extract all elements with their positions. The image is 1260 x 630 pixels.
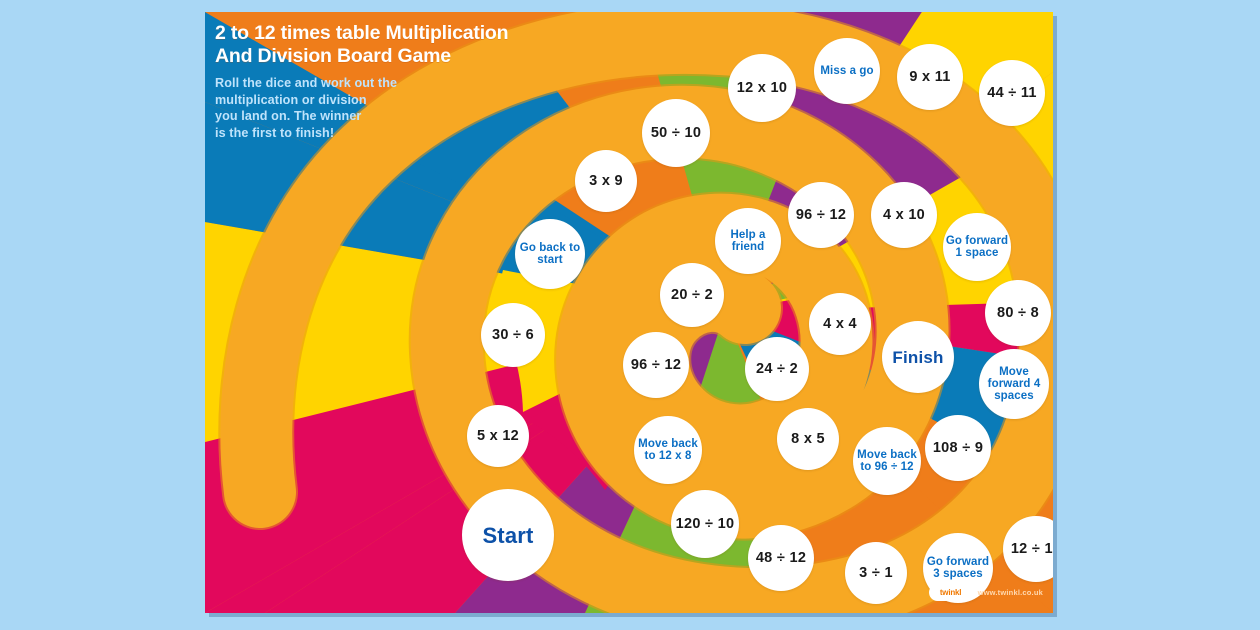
board-space-label: 80 ÷ 8 (996, 304, 1039, 321)
board-space-label: 50 ÷ 10 (650, 124, 702, 141)
board-space-label: 3 ÷ 1 (859, 564, 893, 581)
board-space-label: 9 x 11 (909, 68, 951, 85)
board-space-label: Go forward 1 space (945, 234, 1009, 259)
board-space-label: Go forward 3 spaces (926, 555, 990, 580)
board-space-s01[interactable]: 5 x 12 (467, 405, 529, 467)
board-space-label: Go back to start (519, 241, 581, 266)
board-space-s03[interactable]: Go back to start (515, 219, 585, 289)
board-space-label: 48 ÷ 12 (755, 549, 807, 566)
board-space-s28[interactable]: 80 ÷ 8 (985, 280, 1051, 346)
board-space-label: 12 ÷ 12 (1010, 540, 1053, 557)
board-space-s34[interactable]: 4 x 4 (809, 293, 871, 355)
board-space-label: 24 ÷ 2 (755, 360, 798, 377)
board-space-label: 20 ÷ 2 (670, 286, 713, 303)
board-space-s06[interactable]: 12 x 10 (728, 54, 796, 122)
board-space-label: 3 x 9 (589, 172, 623, 189)
board-space-s30[interactable]: 108 ÷ 9 (925, 415, 991, 481)
board-space-s20[interactable]: 120 ÷ 10 (671, 490, 739, 558)
board-space-label: 4 x 10 (882, 206, 926, 223)
board-space-s33[interactable]: 24 ÷ 2 (745, 337, 809, 401)
board-space-label: 12 x 10 (736, 79, 788, 96)
board-game-poster: 2 to 12 times table Multiplication And D… (205, 12, 1053, 613)
board-space-s24[interactable]: Help a friend (715, 208, 781, 274)
board-space-label: 96 ÷ 12 (795, 206, 847, 223)
board-space-finish[interactable]: Finish (882, 321, 954, 393)
board-space-s07[interactable]: Miss a go (814, 38, 880, 104)
board-space-label: 5 x 12 (476, 427, 520, 444)
board-space-s04[interactable]: 3 x 9 (575, 150, 637, 212)
board-space-s05[interactable]: 50 ÷ 10 (642, 99, 710, 167)
board-space-s31[interactable]: Move back to 96 ÷ 12 (853, 427, 921, 495)
board-space-label: Finish (892, 347, 944, 367)
board-space-s08[interactable]: 9 x 11 (897, 44, 963, 110)
board-space-label: 44 ÷ 11 (987, 84, 1037, 101)
board-space-label: 120 ÷ 10 (675, 515, 735, 532)
board-space-label: 8 x 5 (791, 430, 825, 447)
board-space-s09[interactable]: 44 ÷ 11 (979, 60, 1045, 126)
board-space-s18[interactable]: 3 ÷ 1 (845, 542, 907, 604)
board-space-s21[interactable]: Move back to 12 x 8 (634, 416, 702, 484)
board-space-label: 30 ÷ 6 (491, 326, 534, 343)
board-space-s19[interactable]: 48 ÷ 12 (748, 525, 814, 591)
board-space-s16[interactable]: 12 ÷ 12 (1003, 516, 1053, 582)
board-space-s26[interactable]: 4 x 10 (871, 182, 937, 248)
board-space-s27[interactable]: Go forward 1 space (943, 213, 1011, 281)
board-space-label: 4 x 4 (823, 315, 857, 332)
board-space-label: 108 ÷ 9 (932, 439, 984, 456)
board-space-label: Move back to 12 x 8 (638, 437, 698, 462)
board-space-label: Move back to 96 ÷ 12 (857, 448, 917, 473)
board-space-label: Move forward 4 spaces (987, 365, 1041, 403)
board-space-label: Help a friend (730, 228, 766, 253)
board-space-label: Start (482, 522, 534, 548)
board-space-s22[interactable]: 96 ÷ 12 (623, 332, 689, 398)
board-space-s23[interactable]: 20 ÷ 2 (660, 263, 724, 327)
board-space-s29[interactable]: Move forward 4 spaces (979, 349, 1049, 419)
board-space-s32[interactable]: 8 x 5 (777, 408, 839, 470)
board-space-s25[interactable]: 96 ÷ 12 (788, 182, 854, 248)
board-space-label: Miss a go (820, 64, 874, 77)
board-space-start[interactable]: Start (462, 489, 554, 581)
board-space-label: 96 ÷ 12 (630, 356, 682, 373)
board-space-s17[interactable]: Go forward 3 spaces (923, 533, 993, 603)
board-space-s02[interactable]: 30 ÷ 6 (481, 303, 545, 367)
